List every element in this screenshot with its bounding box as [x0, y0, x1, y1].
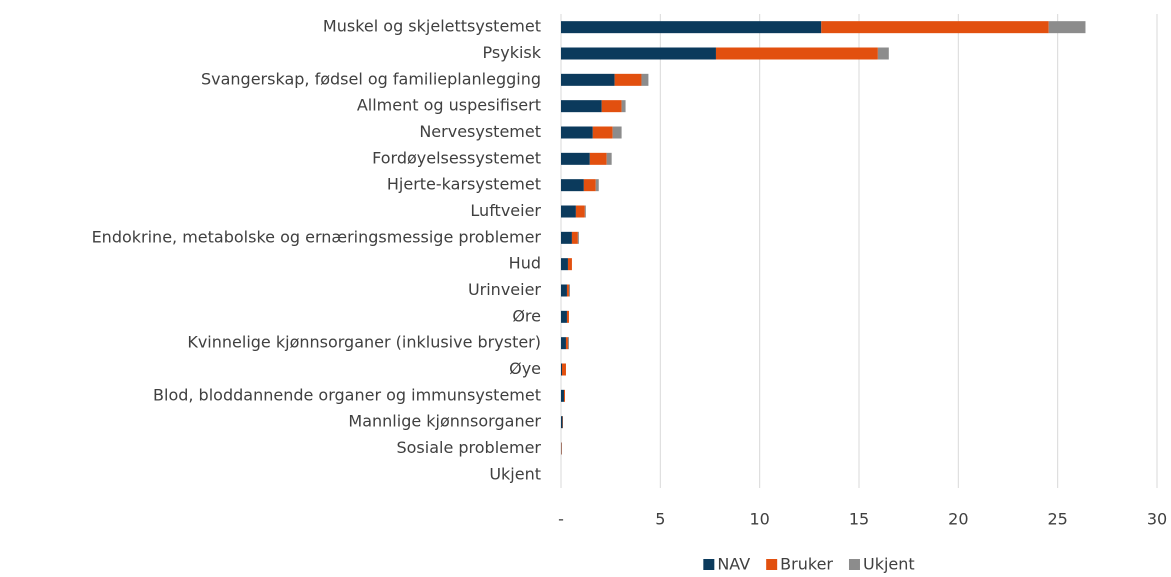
bar	[821, 21, 1049, 34]
x-tick-label: 5	[655, 510, 665, 529]
y-tick-label: Nervesystemet	[419, 122, 541, 141]
x-tick-label: 10	[749, 510, 769, 529]
y-tick-label: Ukjent	[489, 464, 541, 483]
bar	[606, 152, 612, 165]
bar	[561, 416, 563, 429]
bar	[595, 179, 599, 192]
y-tick-label: Urinveier	[468, 280, 541, 299]
bar	[577, 231, 579, 244]
bar	[589, 152, 607, 165]
bar	[561, 205, 576, 218]
bar	[561, 100, 602, 113]
bar	[601, 100, 622, 113]
legend-swatch	[848, 559, 860, 570]
bar	[561, 389, 564, 402]
bar	[561, 126, 593, 139]
y-tick-label: Psykisk	[483, 43, 542, 62]
bar	[567, 258, 572, 271]
bar	[561, 337, 566, 350]
bar	[621, 100, 626, 113]
bar	[877, 47, 889, 60]
bar	[592, 126, 613, 139]
bar	[561, 152, 590, 165]
bar	[561, 73, 615, 86]
bar	[583, 179, 596, 192]
legend-swatch	[766, 559, 778, 570]
bar	[561, 284, 567, 297]
y-tick-label: Muskel og skjelettsystemet	[323, 17, 541, 36]
legend-label: NAV	[717, 555, 750, 574]
x-tick-label: 30	[1147, 510, 1167, 529]
bar	[584, 205, 586, 218]
bar	[566, 284, 569, 297]
y-tick-label: Mannlige kjønnsorganer	[348, 412, 541, 431]
y-tick-label: Sosiale problemer	[396, 438, 541, 457]
y-tick-label: Hud	[509, 254, 541, 273]
bar	[612, 126, 622, 139]
legend-label: Ukjent	[863, 555, 915, 574]
bar	[561, 21, 822, 34]
bar	[567, 337, 569, 350]
y-tick-label: Luftveier	[470, 201, 541, 220]
y-tick-label: Øre	[512, 306, 541, 325]
bar	[641, 73, 649, 86]
bar	[561, 363, 566, 376]
y-tick-label: Fordøyelsessystemet	[372, 148, 541, 167]
bar	[561, 231, 572, 244]
y-tick-label: Svangerskap, fødsel og familieplanleggin…	[201, 69, 541, 88]
bar	[715, 47, 878, 60]
bar	[561, 258, 568, 271]
bar	[568, 284, 570, 297]
bar	[561, 310, 567, 323]
legend-swatch	[703, 559, 715, 570]
bar	[575, 205, 585, 218]
bar	[561, 363, 562, 376]
y-tick-label: Endokrine, metabolske og ernæringsmessig…	[92, 227, 542, 246]
bar	[1048, 21, 1086, 34]
legend-label: Bruker	[780, 555, 833, 574]
bar	[561, 179, 584, 192]
y-tick-label: Hjerte-karsystemet	[387, 175, 541, 194]
y-tick-label: Allment og uspesifisert	[357, 96, 541, 115]
x-tick-label: 25	[1047, 510, 1067, 529]
bar	[561, 47, 716, 60]
x-tick-label: -	[558, 510, 564, 529]
bar	[571, 231, 578, 244]
bar	[614, 73, 642, 86]
bar	[565, 337, 568, 350]
x-tick-label: 15	[849, 510, 869, 529]
x-tick-label: 20	[948, 510, 968, 529]
y-tick-label: Blod, bloddannende organer og immunsyste…	[153, 385, 541, 404]
y-tick-label: Øye	[509, 359, 541, 378]
bar	[563, 389, 565, 402]
y-tick-label: Kvinnelige kjønnsorganer (inklusive brys…	[187, 333, 541, 352]
bar	[566, 310, 569, 323]
